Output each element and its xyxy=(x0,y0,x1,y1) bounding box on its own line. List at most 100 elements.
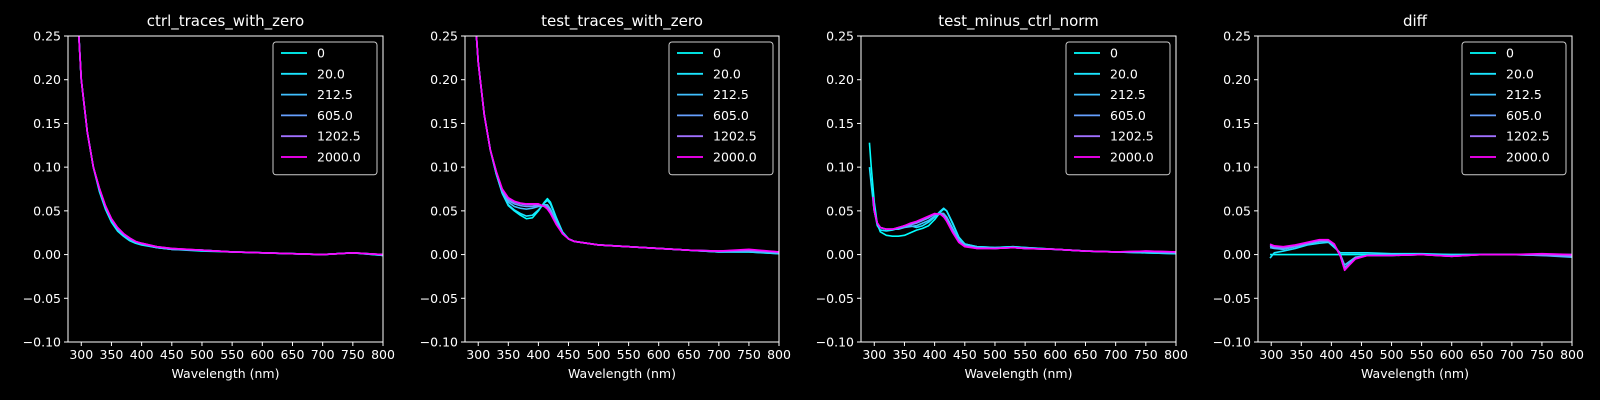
x-tick-label: 750 xyxy=(1134,347,1158,362)
x-tick-label: 500 xyxy=(983,347,1007,362)
x-tick-label: 450 xyxy=(1350,347,1374,362)
axes-frame xyxy=(1257,35,1573,343)
axes-frame xyxy=(464,35,780,343)
y-tick-label: 0.15 xyxy=(33,116,61,131)
y-tick-label: 0.15 xyxy=(430,116,458,131)
legend: 0 20.0 212.5 605.0 1202.5 2000.0 xyxy=(272,41,378,176)
x-tick-label: 700 xyxy=(311,347,335,362)
x-tick-label: 350 xyxy=(100,347,124,362)
y-tick-label: 0.25 xyxy=(826,29,854,44)
legend: 0 20.0 212.5 605.0 1202.5 2000.0 xyxy=(1065,41,1171,176)
series-group xyxy=(868,142,1176,255)
legend-label: 20.0 xyxy=(317,66,345,81)
y-tick-label: 0.20 xyxy=(826,72,854,87)
x-tick-label: 750 xyxy=(737,347,761,362)
y-tick-label: 0.20 xyxy=(33,72,61,87)
legend-label: 20.0 xyxy=(713,66,741,81)
x-tick-label: 500 xyxy=(1380,347,1404,362)
y-tick-label: 0.00 xyxy=(33,247,61,262)
legend-label: 1202.5 xyxy=(317,129,361,144)
chart-title: test_minus_ctrl_norm xyxy=(938,12,1099,31)
legend-label: 2000.0 xyxy=(317,150,361,165)
y-tick-label: −0.05 xyxy=(1213,291,1251,306)
chart-title: ctrl_traces_with_zero xyxy=(147,12,304,31)
y-tick-label: −0.10 xyxy=(23,335,61,350)
series-group xyxy=(475,36,779,255)
legend-label: 605.0 xyxy=(317,108,353,123)
x-tick-label: 400 xyxy=(130,347,154,362)
x-tick-label: 800 xyxy=(371,347,395,362)
legend-frame xyxy=(272,41,378,176)
legend-label: 212.5 xyxy=(713,87,749,102)
legend-label: 605.0 xyxy=(1506,108,1542,123)
legend: 0 20.0 212.5 605.0 1202.5 2000.0 xyxy=(668,41,774,176)
series-line-1 xyxy=(868,167,1176,255)
x-tick-label: 800 xyxy=(1560,347,1584,362)
y-tick-label: 0.10 xyxy=(826,160,854,175)
x-tick-label: 350 xyxy=(1289,347,1313,362)
y-tick-label: −0.05 xyxy=(23,291,61,306)
x-axis-label: Wavelength (nm) xyxy=(568,366,676,381)
x-tick-label: 300 xyxy=(1259,347,1283,362)
x-tick-label: 400 xyxy=(526,347,550,362)
y-tick-label: 0.10 xyxy=(1223,160,1251,175)
series-group xyxy=(1269,238,1572,272)
x-axis-label: Wavelength (nm) xyxy=(1361,366,1469,381)
series-line-5 xyxy=(1269,238,1572,272)
legend-label: 605.0 xyxy=(713,108,749,123)
y-tick-label: 0.05 xyxy=(33,203,61,218)
legend-label: 0 xyxy=(317,46,325,61)
legend-label: 1202.5 xyxy=(1110,129,1154,144)
legend-label: 1202.5 xyxy=(713,129,757,144)
y-tick-label: −0.10 xyxy=(816,335,854,350)
x-tick-label: 400 xyxy=(923,347,947,362)
y-tick-label: 0.00 xyxy=(826,247,854,262)
chart-title: test_traces_with_zero xyxy=(541,12,703,31)
y-tick-label: −0.05 xyxy=(420,291,458,306)
x-tick-label: 650 xyxy=(677,347,701,362)
axes-frame xyxy=(67,35,384,343)
x-tick-label: 550 xyxy=(1013,347,1037,362)
y-tick-label: 0.00 xyxy=(1223,247,1251,262)
x-tick-label: 300 xyxy=(69,347,93,362)
y-tick-label: 0.20 xyxy=(1223,72,1251,87)
legend-frame xyxy=(668,41,774,176)
x-tick-label: 700 xyxy=(707,347,731,362)
x-tick-label: 450 xyxy=(953,347,977,362)
chart-panel-3: diff 300 350 400 450 500 550 600 650 700 750 800 −0.… xyxy=(1213,12,1584,381)
legend-label: 1202.5 xyxy=(1506,129,1550,144)
x-axis-label: Wavelength (nm) xyxy=(172,366,280,381)
x-tick-label: 700 xyxy=(1104,347,1128,362)
y-tick-label: −0.10 xyxy=(420,335,458,350)
x-tick-label: 600 xyxy=(1440,347,1464,362)
y-tick-label: 0.10 xyxy=(430,160,458,175)
legend-label: 0 xyxy=(1506,46,1514,61)
x-tick-label: 650 xyxy=(281,347,305,362)
series-group xyxy=(78,36,383,257)
x-tick-label: 300 xyxy=(466,347,490,362)
x-tick-label: 750 xyxy=(341,347,365,362)
legend-label: 2000.0 xyxy=(713,150,757,165)
y-tick-label: 0.00 xyxy=(430,247,458,262)
legend-label: 0 xyxy=(713,46,721,61)
series-line-5 xyxy=(475,36,779,253)
x-tick-label: 600 xyxy=(647,347,671,362)
legend-label: 20.0 xyxy=(1506,66,1534,81)
x-tick-label: 750 xyxy=(1530,347,1554,362)
x-tick-label: 400 xyxy=(1319,347,1343,362)
legend-label: 0 xyxy=(1110,46,1118,61)
chart-panel-1: test_traces_with_zero 300 350 400 450 500 550 6… xyxy=(420,12,791,381)
legend: 0 20.0 212.5 605.0 1202.5 2000.0 xyxy=(1461,41,1567,176)
legend-label: 605.0 xyxy=(1110,108,1146,123)
legend-label: 2000.0 xyxy=(1110,150,1154,165)
chart-panel-0: ctrl_traces_with_zero 300 350 400 450 500 550 6… xyxy=(23,12,395,381)
y-tick-label: 0.05 xyxy=(1223,203,1251,218)
x-tick-label: 350 xyxy=(893,347,917,362)
axes-frame xyxy=(860,35,1177,343)
legend-label: 212.5 xyxy=(1110,87,1146,102)
x-axis-label: Wavelength (nm) xyxy=(965,366,1073,381)
legend-label: 212.5 xyxy=(317,87,353,102)
x-tick-label: 500 xyxy=(190,347,214,362)
series-line-5 xyxy=(78,36,383,256)
